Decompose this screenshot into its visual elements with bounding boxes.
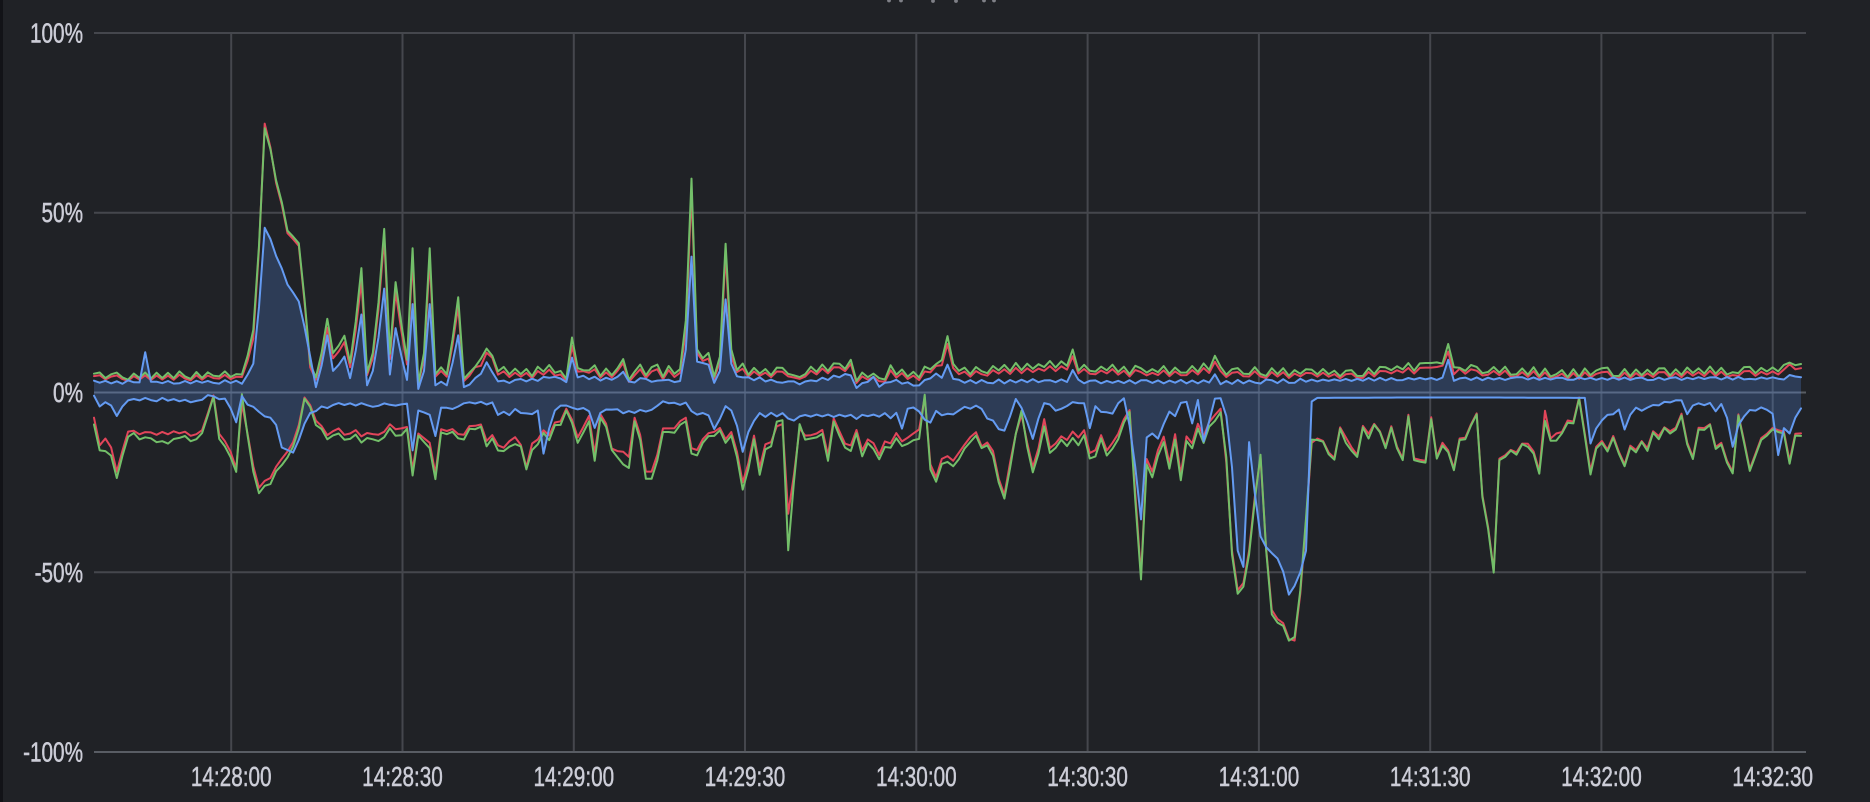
svg-text:14:31:30: 14:31:30 — [1390, 762, 1471, 793]
svg-text:100%: 100% — [30, 19, 83, 50]
svg-text:14:32:00: 14:32:00 — [1561, 762, 1642, 793]
svg-text:50%: 50% — [42, 198, 84, 229]
svg-text:14:32:30: 14:32:30 — [1732, 762, 1813, 793]
svg-text:14:30:00: 14:30:00 — [876, 762, 957, 793]
svg-text:14:29:00: 14:29:00 — [533, 762, 614, 793]
svg-text:0%: 0% — [53, 378, 83, 409]
svg-text:14:30:30: 14:30:30 — [1047, 762, 1128, 793]
svg-text:14:29:30: 14:29:30 — [705, 762, 786, 793]
svg-text:14:28:30: 14:28:30 — [362, 762, 443, 793]
svg-text:14:31:00: 14:31:00 — [1219, 762, 1300, 793]
svg-text:-50%: -50% — [35, 558, 83, 589]
svg-text:-100%: -100% — [23, 738, 83, 769]
svg-text:14:28:00: 14:28:00 — [191, 762, 272, 793]
